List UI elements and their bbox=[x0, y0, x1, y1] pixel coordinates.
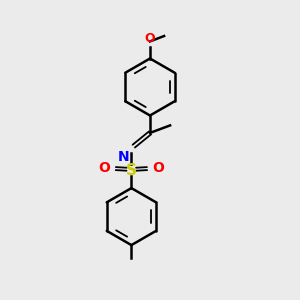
Text: O: O bbox=[98, 161, 110, 175]
Text: S: S bbox=[126, 163, 137, 178]
Text: N: N bbox=[118, 150, 130, 164]
Text: O: O bbox=[145, 32, 155, 45]
Text: O: O bbox=[152, 161, 164, 175]
